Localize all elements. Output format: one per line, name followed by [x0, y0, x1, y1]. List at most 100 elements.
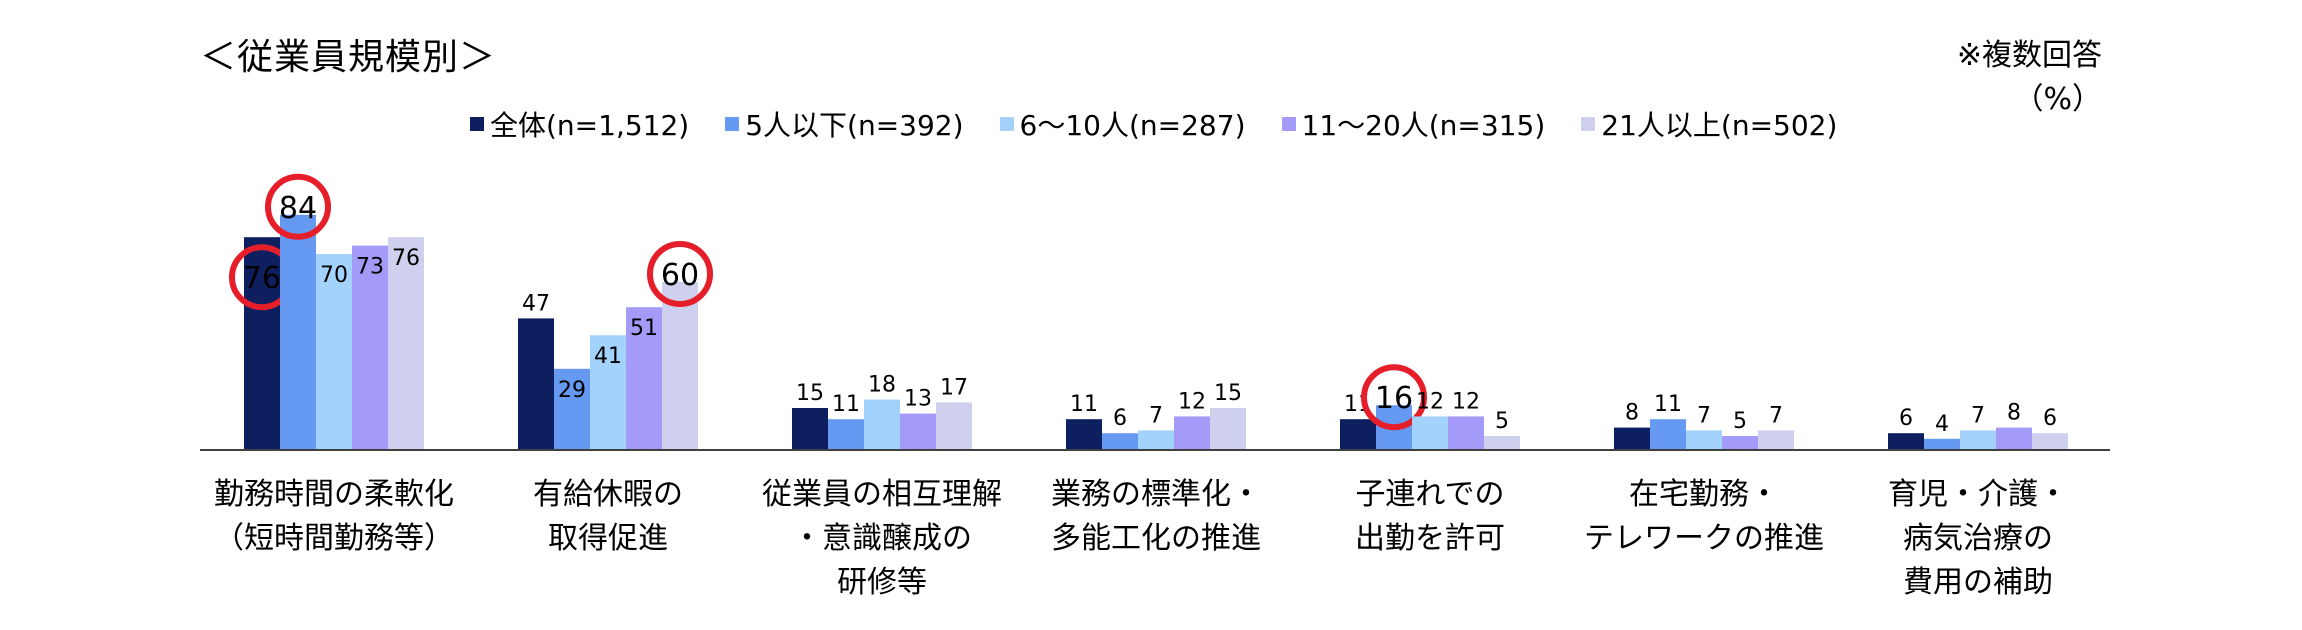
value-label-0-2: 70: [320, 263, 348, 288]
value-label-2-1: 11: [832, 392, 860, 417]
category-label-line: 業務の標準化・: [1051, 477, 1261, 512]
category-label-6: 育児・介護・病気治療の費用の補助: [1888, 477, 2068, 600]
highlight-circle-4-1: [1361, 364, 1427, 431]
category-label-line: 費用の補助: [1903, 565, 2053, 600]
category-label-line: テレワークの推進: [1584, 521, 1824, 556]
value-label-6-3: 8: [2007, 401, 2021, 426]
value-label-4-3: 12: [1452, 389, 1480, 414]
highlight-circle-0-1: [265, 173, 331, 240]
legend-label-2: 6～10人(n=287): [1019, 109, 1246, 142]
legend-swatch-1: [725, 117, 740, 131]
legend-swatch-4: [1581, 117, 1596, 131]
note-unit: （%）: [2013, 82, 2102, 117]
category-label-line: （短時間勤務等）: [214, 521, 454, 556]
value-label-3-4: 15: [1214, 381, 1242, 406]
note-multiple-answers: ※複数回答: [1956, 38, 2102, 73]
bar-1-4: [662, 282, 698, 450]
legend-label-4: 21人以上(n=502): [1601, 109, 1838, 142]
category-label-0: 勤務時間の柔軟化 （短時間勤務等）: [214, 477, 454, 556]
category-label-line: 病気治療の: [1903, 521, 2053, 556]
bar-1-2: [590, 335, 626, 450]
bar-2-1: [828, 419, 864, 450]
value-label-1-4: 60: [661, 258, 699, 293]
bar-5-2: [1686, 430, 1722, 450]
category-label-line: 取得促進: [548, 521, 668, 556]
legend-swatch-2: [999, 117, 1014, 131]
category-label-2: 従業員の相互理解・意識醸成の研修等: [762, 477, 1002, 600]
legend-item-3: 11～20人(n=315): [1281, 104, 1545, 144]
value-label-0-0: 76: [243, 261, 281, 296]
value-label-3-1: 6: [1113, 406, 1127, 431]
bar-3-1: [1102, 433, 1138, 450]
value-label-3-3: 12: [1178, 389, 1206, 414]
category-label-5: 在宅勤務・テレワークの推進: [1584, 477, 1824, 556]
bar-2-3: [900, 413, 936, 450]
bar-0-1: [280, 214, 316, 450]
value-label-4-1: 16: [1375, 381, 1413, 416]
value-label-3-2: 7: [1149, 403, 1163, 428]
bar-4-4: [1484, 436, 1520, 450]
value-label-4-2: 12: [1416, 389, 1444, 414]
bar-4-2: [1412, 416, 1448, 450]
bar-2-2: [864, 399, 900, 450]
value-label-2-2: 18: [868, 373, 896, 398]
bar-5-4: [1758, 430, 1794, 450]
bar-1-1: [554, 368, 590, 450]
bar-6-3: [1996, 427, 2032, 450]
value-label-0-4: 76: [392, 246, 420, 271]
bar-2-0: [792, 408, 828, 450]
bar-0-0: [244, 237, 280, 450]
category-label-line: 育児・介護・: [1888, 477, 2068, 512]
value-label-5-4: 7: [1769, 403, 1783, 428]
legend-label-0: 全体(n=1,512): [490, 109, 690, 142]
category-label-3: 業務の標準化・多能工化の推進: [1051, 477, 1261, 556]
legend-item-0: 全体(n=1,512): [470, 104, 689, 144]
bar-6-1: [1924, 438, 1960, 450]
value-label-5-0: 8: [1625, 401, 1639, 426]
chart-title: ＜従業員規模別＞: [200, 37, 497, 78]
value-label-2-4: 17: [940, 375, 968, 400]
bar-4-3: [1448, 416, 1484, 450]
legend-swatch-3: [1281, 117, 1296, 131]
bar-6-4: [2032, 433, 2068, 450]
category-label-1: 有給休暇の取得促進: [533, 477, 683, 556]
value-label-4-4: 5: [1495, 409, 1509, 434]
value-label-6-1: 4: [1935, 412, 1949, 437]
legend: 全体(n=1,512) 5人以下(n=392) 6～10人(n=287) 11～…: [470, 104, 1837, 144]
category-label-4: 子連れでの出勤を許可: [1355, 477, 1505, 556]
value-label-1-1: 29: [558, 378, 586, 403]
bar-1-3: [626, 307, 662, 450]
bar-6-2: [1960, 430, 1996, 450]
category-label-line: 従業員の相互理解: [762, 477, 1002, 512]
category-label-line: 研修等: [837, 565, 927, 600]
chart-note: ※複数回答 （%）: [1957, 34, 2102, 122]
bar-5-0: [1614, 427, 1650, 450]
value-label-2-3: 13: [904, 387, 932, 412]
bar-2-4: [936, 402, 972, 450]
value-label-6-0: 6: [1899, 406, 1913, 431]
bar-6-0: [1888, 433, 1924, 450]
category-label-line: 多能工化の推進: [1051, 521, 1261, 556]
bar-3-0: [1066, 419, 1102, 450]
bar-3-4: [1210, 408, 1246, 450]
bar-3-3: [1174, 416, 1210, 450]
bar-5-1: [1650, 419, 1686, 450]
value-label-6-4: 6: [2043, 406, 2057, 431]
value-label-1-3: 51: [630, 316, 658, 341]
bar-0-3: [352, 245, 388, 450]
highlight-circle-1-4: [647, 241, 713, 307]
legend-label-1: 5人以下(n=392): [745, 109, 964, 142]
category-label-line: 子連れでの: [1355, 477, 1504, 512]
category-label-line: 出勤を許可: [1355, 521, 1505, 556]
bar-4-0: [1340, 419, 1376, 450]
legend-item-2: 6～10人(n=287): [999, 104, 1246, 144]
value-label-2-0: 15: [796, 381, 824, 406]
value-label-3-0: 11: [1070, 392, 1098, 417]
legend-item-1: 5人以下(n=392): [725, 104, 964, 144]
bar-1-0: [518, 318, 554, 450]
bar-5-3: [1722, 436, 1758, 450]
bar-3-2: [1138, 430, 1174, 450]
legend-item-4: 21人以上(n=502): [1581, 104, 1837, 144]
category-label-line: 在宅勤務・: [1629, 477, 1779, 512]
